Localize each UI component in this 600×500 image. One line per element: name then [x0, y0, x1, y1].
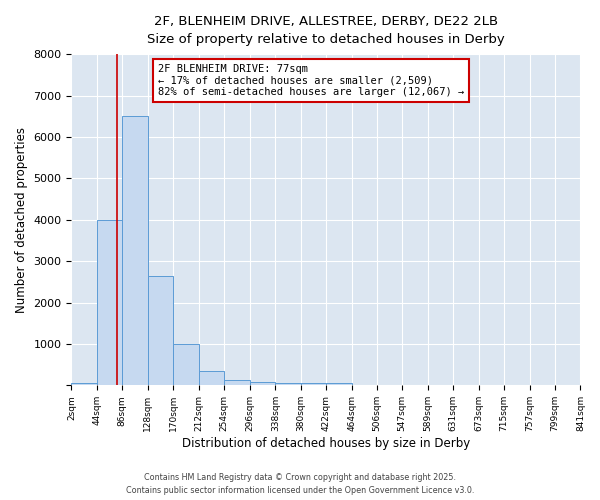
Text: 2F BLENHEIM DRIVE: 77sqm
← 17% of detached houses are smaller (2,509)
82% of sem: 2F BLENHEIM DRIVE: 77sqm ← 17% of detach…	[158, 64, 464, 97]
Bar	[97, 220, 122, 386]
Bar	[250, 382, 275, 386]
Bar	[275, 384, 301, 386]
Bar	[173, 344, 199, 386]
Y-axis label: Number of detached properties: Number of detached properties	[15, 126, 28, 312]
X-axis label: Distribution of detached houses by size in Derby: Distribution of detached houses by size …	[182, 437, 470, 450]
Bar	[301, 384, 326, 386]
Bar	[224, 380, 250, 386]
Bar	[148, 276, 173, 386]
Bar	[122, 116, 148, 386]
Bar	[326, 384, 352, 386]
Text: Contains HM Land Registry data © Crown copyright and database right 2025.
Contai: Contains HM Land Registry data © Crown c…	[126, 474, 474, 495]
Bar	[199, 371, 224, 386]
Bar	[71, 384, 97, 386]
Title: 2F, BLENHEIM DRIVE, ALLESTREE, DERBY, DE22 2LB
Size of property relative to deta: 2F, BLENHEIM DRIVE, ALLESTREE, DERBY, DE…	[147, 15, 505, 46]
